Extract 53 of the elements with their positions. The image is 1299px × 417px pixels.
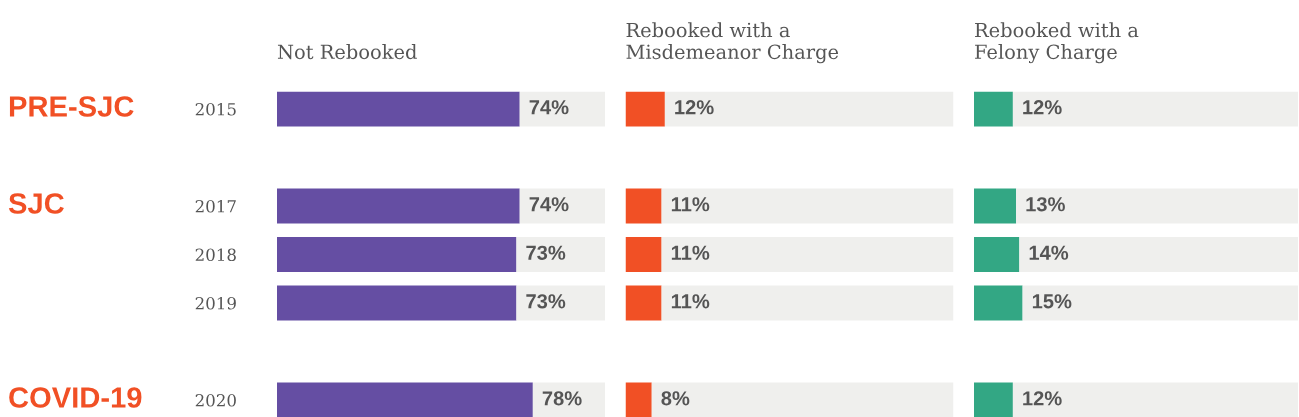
data-label: 74% — [529, 100, 569, 115]
bar — [661, 285, 954, 321]
data-label: 12% — [1023, 100, 1062, 115]
y-tick-label: 2017 — [195, 199, 236, 213]
data-label: 12% — [1023, 391, 1062, 406]
bar — [1019, 237, 1298, 272]
bar — [625, 188, 662, 224]
bar — [277, 188, 520, 224]
y-tick-label: 2015 — [195, 102, 236, 116]
bar — [277, 91, 520, 127]
data-label: 73% — [526, 294, 566, 309]
data-label: 12% — [675, 100, 714, 115]
data-label: 15% — [1032, 294, 1072, 309]
chart-title: Rebooked with a Felony Charge — [975, 22, 1139, 64]
chart-title: Rebooked with a Misdemeanor Charge — [626, 22, 839, 64]
bar — [661, 188, 954, 224]
text: PRE-SJC — [9, 96, 134, 117]
bar — [974, 382, 1013, 417]
data-label: 11% — [671, 197, 710, 212]
bar — [516, 237, 605, 272]
bar — [277, 237, 517, 272]
chart-title: Not Rebooked — [277, 44, 417, 60]
bar — [664, 91, 954, 127]
text: COVID-19 — [9, 387, 142, 408]
bar — [277, 382, 533, 417]
bar — [625, 285, 662, 321]
bar — [625, 91, 665, 127]
bar — [516, 285, 605, 321]
bar — [1022, 285, 1298, 321]
bar — [974, 285, 1023, 321]
bar — [974, 188, 1017, 224]
bar — [1016, 188, 1298, 224]
bar — [277, 285, 517, 321]
bar — [625, 237, 662, 272]
bar — [974, 237, 1020, 272]
data-label: 74% — [529, 197, 569, 212]
data-label: 8% — [661, 391, 690, 406]
text: SJC — [8, 193, 64, 214]
data-label: 11% — [671, 294, 710, 309]
data-label: 78% — [542, 391, 582, 406]
bar — [1012, 382, 1298, 417]
y-tick-label: 2019 — [195, 296, 236, 310]
y-tick-label: 2018 — [195, 248, 236, 262]
data-label: 11% — [671, 245, 710, 260]
data-label: 14% — [1029, 245, 1069, 260]
bar — [625, 382, 652, 417]
bar — [1012, 91, 1298, 127]
data-label: 13% — [1026, 197, 1065, 212]
y-tick-label: 2020 — [195, 394, 236, 407]
bar — [651, 382, 954, 417]
data-label: 73% — [526, 245, 566, 260]
bar — [974, 91, 1013, 127]
bar — [661, 237, 954, 272]
